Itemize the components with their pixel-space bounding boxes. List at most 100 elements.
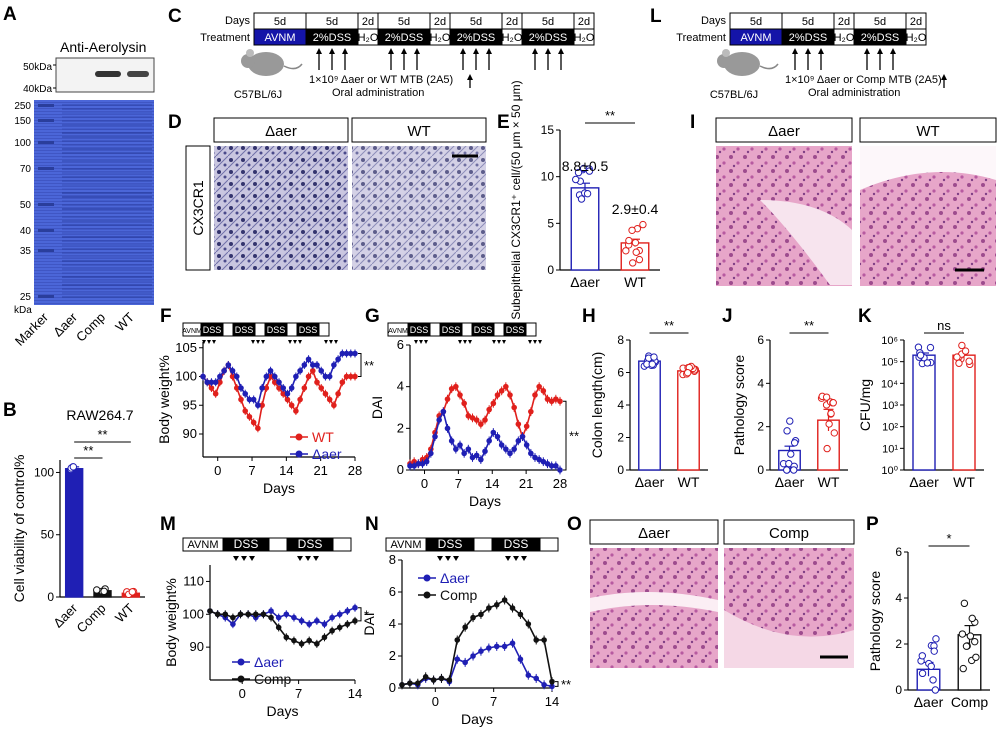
- schedule-day-text: 2d: [838, 16, 850, 28]
- data-point: [267, 373, 274, 380]
- gavage-marker: [288, 340, 292, 344]
- significance-bracket: [358, 353, 362, 377]
- y-tick-label: 90: [190, 639, 204, 654]
- y-tick-label: 4: [397, 379, 404, 394]
- gavage-marker: [233, 556, 239, 561]
- data-point: [932, 635, 940, 643]
- gel-sample-band: [62, 232, 152, 234]
- treatment-bar-label: AVNM: [188, 539, 219, 551]
- panel-d-row-box: [185, 145, 211, 271]
- y-tick-label: 10³: [882, 400, 898, 412]
- y-tick-label: 0: [389, 680, 396, 695]
- x-tick-label: 7: [248, 463, 255, 478]
- schedule-treatment-text: H₂O: [574, 32, 595, 44]
- y-tick-label: 8: [617, 333, 624, 347]
- y-tick-label: 10⁴: [881, 378, 898, 390]
- schedule-treatment-text: 2%DSS: [313, 32, 352, 44]
- schedule-treatment-label: Treatment: [676, 32, 726, 44]
- bar: [952, 354, 976, 471]
- schedule-treatment-text: 2%DSS: [385, 32, 424, 44]
- data-point: [422, 674, 429, 680]
- y-tick-label: 10¹: [882, 443, 898, 455]
- data-point: [787, 450, 795, 458]
- y-tick-label: 2: [617, 431, 624, 445]
- schedule-treatment-text: H₂O: [502, 32, 523, 44]
- data-point: [246, 396, 253, 403]
- data-point: [631, 238, 640, 247]
- gel-sample-band: [62, 264, 152, 266]
- gel-marker-band: [38, 203, 54, 206]
- data-point: [523, 442, 530, 448]
- data-point: [931, 686, 940, 694]
- gel-marker-label: 150: [14, 116, 31, 127]
- bar: [912, 354, 936, 471]
- data-point: [314, 641, 320, 647]
- gel-marker-band: [38, 119, 54, 122]
- y-tick-label: 0: [397, 462, 404, 477]
- mouse-strain: C57BL/6J: [710, 89, 758, 101]
- data-point: [305, 356, 312, 363]
- gavage-arrow-head: [342, 48, 348, 54]
- data-point: [436, 417, 442, 423]
- x-tick-label: 7: [490, 694, 497, 709]
- data-point: [493, 643, 500, 650]
- gel-sample-band: [62, 236, 152, 238]
- data-point: [343, 350, 350, 357]
- gavage-arrow-head: [388, 48, 394, 54]
- data-point: [352, 350, 358, 357]
- legend-marker: [237, 658, 245, 666]
- y-tick-label: 8: [389, 552, 396, 567]
- panel-label-h: H: [582, 306, 596, 327]
- data-point: [503, 383, 509, 390]
- gavage-marker: [334, 340, 338, 344]
- gavage-arrow-head: [558, 48, 564, 54]
- gel-sample-band: [62, 280, 152, 282]
- data-point: [548, 398, 555, 405]
- legend-marker: [237, 675, 245, 683]
- data-point: [259, 385, 265, 391]
- bar: [570, 187, 600, 271]
- data-point: [577, 195, 586, 203]
- data-point: [238, 385, 244, 391]
- significance-mark: *: [364, 607, 369, 622]
- chart-f: 90 95 100 105 0 7 14 21 28 Days Body weight% WTΔaer…: [156, 322, 374, 496]
- legend-label: Comp: [440, 587, 478, 603]
- schedule-day-text: 2d: [578, 16, 590, 28]
- data-point: [533, 675, 540, 682]
- sampling-arrow-head: [467, 74, 473, 80]
- schedule-treatment-text: H₂O: [358, 32, 379, 44]
- panel-label-j: J: [722, 306, 733, 327]
- data-point: [540, 388, 547, 394]
- significance-mark: **: [804, 318, 814, 333]
- gel-sample-band: [62, 288, 152, 290]
- data-point: [419, 460, 426, 467]
- gel-sample-band: [62, 160, 152, 162]
- gel-marker-label: 35: [20, 246, 32, 257]
- x-tick-label: 14: [485, 476, 499, 491]
- data-point: [517, 611, 524, 618]
- data-point: [583, 189, 592, 198]
- x-tick-label: 14: [545, 694, 559, 709]
- data-point: [825, 420, 833, 428]
- panel-label-g: G: [365, 306, 380, 327]
- gel-marker-band: [38, 249, 54, 252]
- x-tick-label: WT: [112, 600, 137, 625]
- data-point: [283, 611, 290, 618]
- data-point: [322, 390, 329, 397]
- y-tick-label: 4: [389, 616, 396, 631]
- treatment-bar-label: DSS: [267, 325, 286, 335]
- data-point: [275, 624, 282, 631]
- data-point: [462, 624, 468, 630]
- data-point: [331, 362, 337, 368]
- data-point: [453, 383, 459, 390]
- data-point: [314, 379, 320, 386]
- data-point: [926, 343, 935, 352]
- data-point: [343, 373, 350, 380]
- data-point: [548, 463, 555, 469]
- x-tick-label: 0: [214, 463, 221, 478]
- gel-sample-band: [62, 108, 152, 110]
- y-axis-label: Colon length(cm): [589, 352, 605, 459]
- panel-label-k: K: [858, 306, 872, 327]
